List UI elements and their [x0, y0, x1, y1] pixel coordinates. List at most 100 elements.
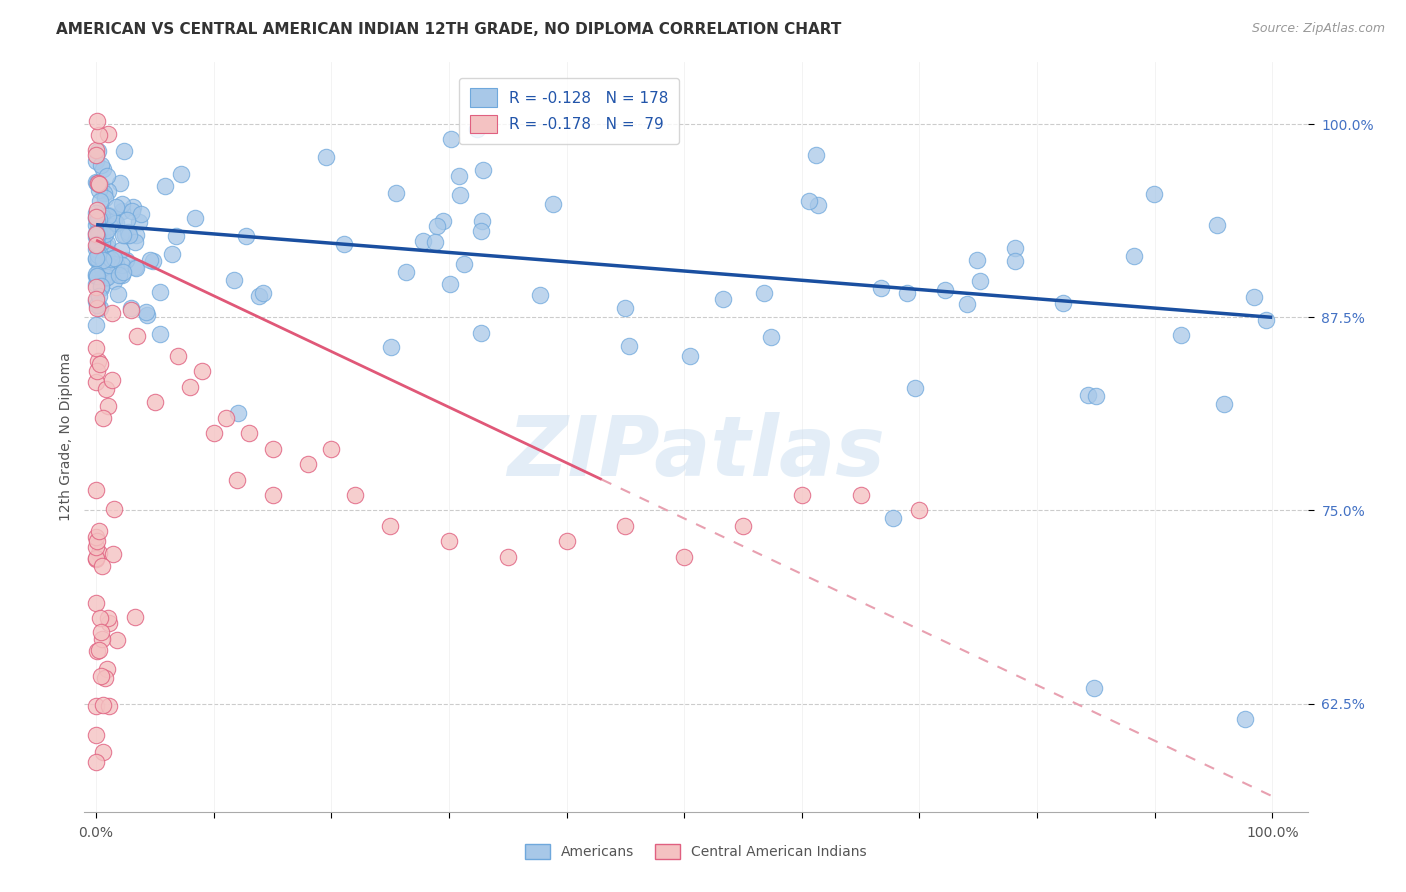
Point — [111, 204, 134, 219]
Point — [1004, 253, 1026, 268]
Point — [90, 212, 112, 227]
Point — [87, 230, 110, 244]
Point — [91, 270, 114, 285]
Point — [87, 288, 110, 302]
Point — [252, 286, 274, 301]
Point — [91, 261, 114, 276]
Point — [89, 301, 111, 315]
Point — [84, 206, 107, 220]
Point — [86, 268, 108, 283]
Point — [1004, 241, 1026, 255]
Point — [97, 128, 120, 142]
Point — [101, 306, 124, 320]
Point — [87, 128, 110, 142]
Point — [97, 184, 120, 198]
Point — [131, 207, 153, 221]
Point — [752, 285, 775, 300]
Point — [614, 301, 637, 315]
Point — [89, 262, 111, 277]
Point — [1085, 389, 1108, 403]
Point — [1256, 313, 1278, 327]
Point — [86, 236, 108, 251]
Point — [89, 546, 111, 560]
Point — [617, 339, 640, 353]
Point — [167, 349, 190, 363]
Point — [96, 236, 118, 251]
Point — [90, 632, 112, 646]
Point — [103, 216, 125, 230]
Point — [103, 252, 125, 266]
Point — [153, 179, 176, 194]
Point — [614, 519, 637, 533]
Point — [84, 341, 107, 355]
Point — [759, 330, 782, 344]
Point — [807, 198, 830, 212]
Point — [128, 215, 150, 229]
Point — [142, 254, 165, 268]
Point — [117, 225, 139, 239]
Point — [94, 227, 117, 242]
Point — [86, 210, 108, 224]
Point — [790, 488, 813, 502]
Point — [84, 211, 107, 226]
Point — [124, 260, 146, 274]
Point — [86, 226, 108, 240]
Point — [94, 209, 117, 223]
Point — [107, 286, 129, 301]
Point — [96, 223, 118, 237]
Point — [439, 277, 461, 291]
Point — [87, 212, 110, 227]
Point — [1122, 249, 1144, 263]
Point — [86, 375, 108, 389]
Point — [84, 755, 107, 769]
Point — [87, 354, 110, 368]
Point — [87, 643, 110, 657]
Point — [87, 252, 110, 267]
Point — [93, 162, 115, 177]
Point — [120, 302, 142, 317]
Point — [96, 611, 118, 625]
Point — [104, 257, 127, 271]
Point — [472, 163, 495, 178]
Point — [395, 265, 418, 279]
Point — [1083, 681, 1105, 695]
Point — [90, 559, 112, 574]
Point — [89, 357, 111, 371]
Point — [111, 258, 134, 272]
Point — [84, 277, 107, 292]
Point — [90, 281, 112, 295]
Point — [673, 549, 696, 564]
Point — [1206, 219, 1229, 233]
Point — [96, 169, 118, 183]
Point — [97, 258, 120, 272]
Point — [343, 488, 366, 502]
Point — [447, 169, 470, 183]
Point — [124, 235, 146, 249]
Point — [86, 229, 108, 244]
Point — [101, 257, 124, 271]
Point — [96, 269, 118, 284]
Point — [91, 253, 114, 268]
Point — [103, 274, 125, 288]
Text: ZIPatlas: ZIPatlas — [508, 411, 884, 492]
Point — [96, 662, 118, 676]
Point — [86, 113, 108, 128]
Point — [1170, 327, 1192, 342]
Point — [121, 204, 143, 219]
Point — [111, 228, 134, 243]
Point — [124, 609, 146, 624]
Point — [90, 158, 112, 172]
Point — [84, 292, 107, 306]
Point — [91, 698, 114, 712]
Point — [135, 305, 157, 319]
Point — [1052, 295, 1074, 310]
Point — [711, 292, 734, 306]
Point — [84, 294, 107, 309]
Point — [84, 541, 107, 555]
Point — [870, 281, 893, 295]
Point — [1233, 712, 1256, 726]
Point — [111, 268, 134, 283]
Point — [904, 381, 927, 395]
Point — [98, 615, 121, 630]
Point — [471, 214, 494, 228]
